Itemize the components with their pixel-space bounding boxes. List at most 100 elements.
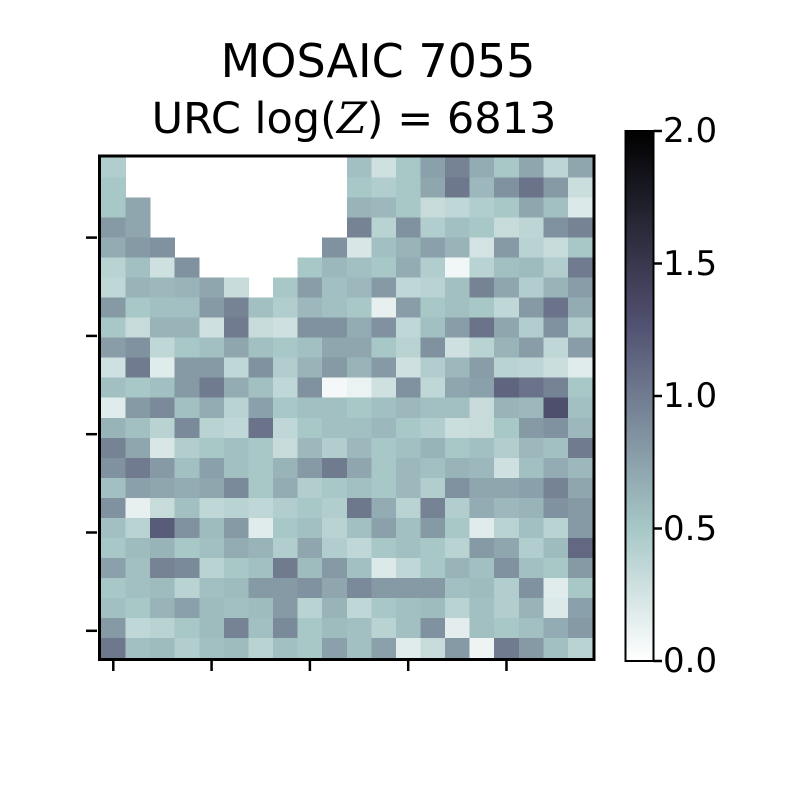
heatmap-cell (494, 417, 520, 439)
heatmap-cell (150, 237, 176, 258)
heatmap-cell (567, 317, 593, 339)
heatmap-cell (346, 237, 372, 258)
heatmap-cell (346, 637, 372, 659)
heatmap-cell (371, 197, 397, 218)
heatmap-cell (273, 517, 298, 539)
heatmap-cell (101, 237, 126, 258)
heatmap-cell (445, 237, 470, 258)
heatmap-cell (150, 397, 176, 419)
heatmap-cell (174, 397, 200, 419)
subtitle-suffix: ) = 6813 (366, 94, 557, 144)
heatmap-cell (371, 157, 397, 178)
heatmap-cell (101, 157, 126, 178)
heatmap-cell (174, 497, 200, 519)
heatmap-cell (346, 377, 372, 399)
heatmap-cell (297, 637, 323, 659)
heatmap-cell (469, 257, 495, 278)
heatmap-cell (174, 297, 200, 319)
heatmap-cell (371, 477, 397, 499)
heatmap-cell (494, 297, 520, 319)
heatmap-cell (346, 197, 372, 218)
heatmap-cell (371, 497, 397, 519)
heatmap-cell (273, 357, 298, 379)
heatmap-cell (322, 417, 348, 439)
heatmap-cell (469, 597, 495, 619)
heatmap-cell (371, 437, 397, 459)
heatmap-cell (543, 337, 569, 359)
heatmap-cell (469, 197, 495, 218)
heatmap-cell (125, 397, 151, 419)
heatmap-cell (469, 237, 495, 258)
heatmap-cell (248, 637, 274, 659)
heatmap-cell (420, 557, 446, 579)
heatmap-cell (125, 297, 151, 319)
heatmap-cell (494, 597, 520, 619)
heatmap-cell (420, 537, 446, 559)
heatmap-cell (543, 577, 569, 599)
heatmap-cell (150, 457, 176, 479)
heatmap-cell (101, 337, 126, 359)
heatmap-cell (469, 617, 495, 639)
heatmap-cell (346, 577, 372, 599)
heatmap-cell (494, 257, 520, 278)
heatmap-cell (494, 177, 520, 198)
heatmap-cell (223, 637, 249, 659)
heatmap-cell (420, 437, 446, 459)
heatmap-cell (346, 517, 372, 539)
heatmap-cell (469, 497, 495, 519)
heatmap-cell (125, 597, 151, 619)
heatmap-cell (273, 457, 298, 479)
heatmap-cell (445, 317, 470, 339)
heatmap-cell (101, 257, 126, 278)
heatmap-cell (518, 177, 544, 198)
heatmap-cell (395, 517, 421, 539)
heatmap-cell (101, 597, 126, 619)
heatmap-cell (322, 637, 348, 659)
heatmap-cell (567, 357, 593, 379)
heatmap-cell (223, 417, 249, 439)
heatmap-cell (101, 217, 126, 238)
heatmap-cell (518, 517, 544, 539)
heatmap-cell (199, 617, 225, 639)
heatmap-cell (518, 457, 544, 479)
heatmap-cell (567, 217, 593, 238)
heatmap-cell (248, 377, 274, 399)
heatmap-cell (199, 357, 225, 379)
heatmap-cell (174, 457, 200, 479)
heatmap-cell (371, 357, 397, 379)
heatmap-cell (445, 497, 470, 519)
colorbar-tick-label: 2.0 (663, 111, 718, 151)
heatmap-cell (199, 517, 225, 539)
heatmap-cell (445, 257, 470, 278)
heatmap-cell (125, 257, 151, 278)
heatmap-cell (223, 317, 249, 339)
heatmap-cell (273, 577, 298, 599)
heatmap-cell (273, 397, 298, 419)
heatmap-cell (445, 537, 470, 559)
heatmap-cell (174, 477, 200, 499)
heatmap-cell (567, 617, 593, 639)
heatmap-cell (518, 637, 544, 659)
heatmap-cell (371, 577, 397, 599)
heatmap-cell (494, 237, 520, 258)
heatmap-cell (248, 557, 274, 579)
heatmap-cell (371, 237, 397, 258)
heatmap-cell (199, 377, 225, 399)
heatmap-cell (174, 337, 200, 359)
heatmap-cell (297, 317, 323, 339)
heatmap-cell (273, 617, 298, 639)
heatmap-cell (371, 457, 397, 479)
heatmap-cell (346, 457, 372, 479)
heatmap-cell (371, 257, 397, 278)
heatmap-cell (518, 257, 544, 278)
heatmap-cell (101, 537, 126, 559)
heatmap-cell (199, 297, 225, 319)
heatmap-cell (125, 217, 151, 238)
heatmap-cell (543, 157, 569, 178)
heatmap-cell (395, 557, 421, 579)
heatmap-cell (223, 437, 249, 459)
heatmap-cell (445, 477, 470, 499)
heatmap-cell (567, 517, 593, 539)
heatmap-cell (518, 357, 544, 379)
heatmap-cell (518, 157, 544, 178)
